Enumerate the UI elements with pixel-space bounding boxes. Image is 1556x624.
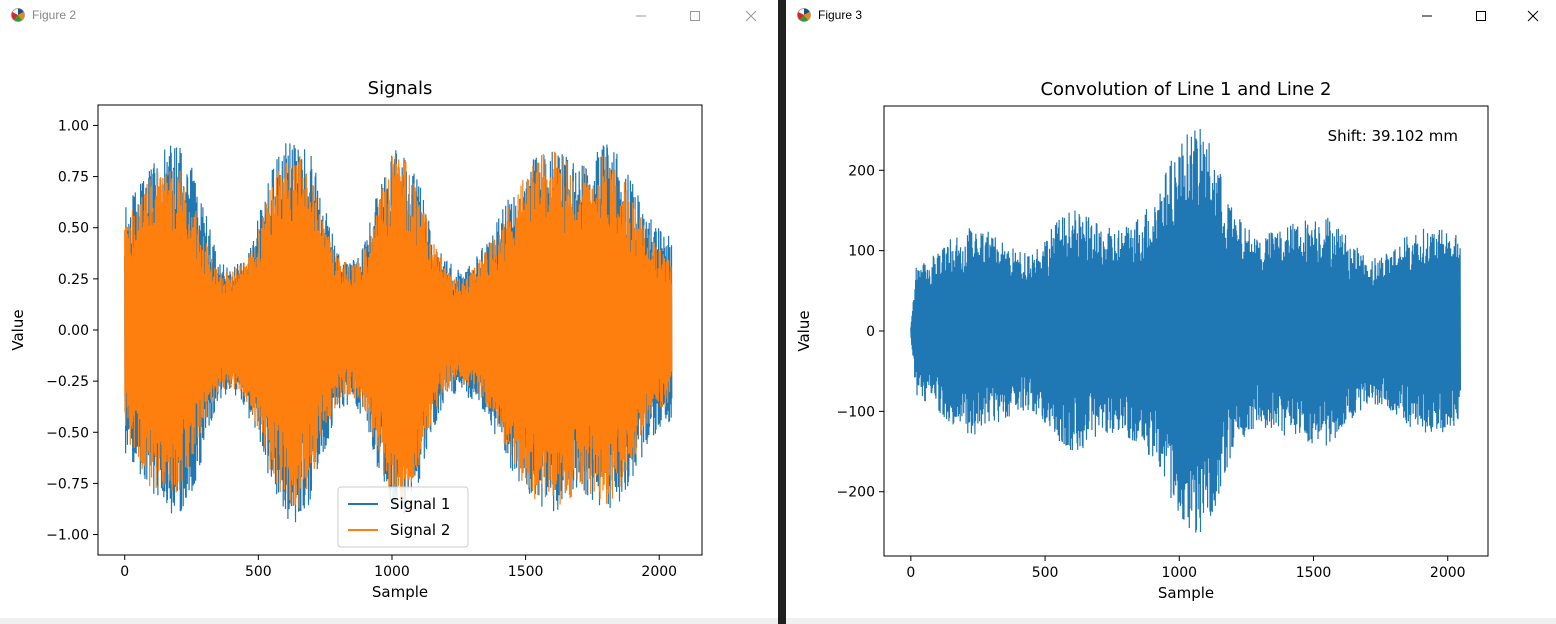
y-tick-label: 0: [866, 324, 875, 340]
series-line-2: [124, 151, 673, 509]
minimize-button[interactable]: [618, 0, 664, 32]
titlebar[interactable]: Figure 3: [786, 0, 1556, 32]
x-tick-label: 1000: [374, 564, 410, 580]
status-bar: [786, 618, 1556, 624]
y-tick-label: 1.00: [58, 118, 89, 134]
close-button[interactable]: [1510, 0, 1556, 32]
figure-2-window: Figure 2 0 500 1000 1500 2000 −1.00 −0.75 −0.50…: [0, 0, 778, 624]
y-axis-label: Value: [9, 309, 27, 350]
y-tick-label: −200: [837, 485, 875, 501]
y-tick-label: 0.25: [58, 272, 89, 288]
y-tick-label: −100: [837, 404, 875, 420]
x-tick-label: 1500: [508, 564, 544, 580]
y-tick-label: 0.50: [58, 221, 89, 237]
y-axis-label: Value: [795, 310, 813, 351]
titlebar[interactable]: Figure 2: [0, 0, 778, 32]
signals-chart: 0 500 1000 1500 2000 −1.00 −0.75 −0.50 −0.25 0.00…: [9, 78, 703, 601]
x-tick-label: 1500: [1296, 565, 1332, 581]
close-icon: [1527, 10, 1539, 22]
x-tick-label: 500: [245, 564, 272, 580]
y-tick-label: −1.00: [46, 528, 89, 544]
matplotlib-logo-icon: [797, 8, 811, 22]
shift-annotation: Shift: 39.102 mm: [1328, 127, 1458, 145]
legend: Signal 1 Signal 2: [337, 486, 469, 548]
status-bar: [0, 618, 778, 624]
legend-entry: Signal 2: [390, 521, 450, 539]
maximize-icon: [1476, 11, 1486, 21]
maximize-button[interactable]: [1458, 0, 1504, 32]
x-tick-label: 2000: [1430, 565, 1466, 581]
close-button[interactable]: [728, 0, 774, 32]
y-tick-label: −0.75: [46, 476, 89, 492]
x-tick-label: 1000: [1161, 565, 1197, 581]
matplotlib-logo-icon: [11, 8, 25, 22]
y-tick-label: −0.50: [46, 425, 89, 441]
maximize-button[interactable]: [672, 0, 718, 32]
figure-3-window: Figure 3 0 500 1000 1500 2000 −200 −100 0 100 200…: [786, 0, 1556, 624]
y-tick-label: 100: [848, 244, 875, 260]
series-line-1: [910, 128, 1461, 533]
window-title: Figure 2: [32, 8, 77, 22]
legend-entry: Signal 1: [390, 495, 450, 513]
close-icon: [745, 10, 757, 22]
window-title: Figure 3: [818, 8, 863, 22]
chart-title: Convolution of Line 1 and Line 2: [1040, 79, 1331, 100]
x-tick-label: 0: [906, 565, 915, 581]
x-axis-label: Sample: [1158, 584, 1214, 602]
convolution-chart: 0 500 1000 1500 2000 −200 −100 0 100 200 Convoluti…: [795, 79, 1489, 602]
chart-title: Signals: [368, 78, 433, 99]
maximize-icon: [690, 11, 700, 21]
x-tick-label: 0: [120, 564, 129, 580]
y-tick-label: 0.00: [58, 323, 89, 339]
y-tick-label: −0.25: [46, 374, 89, 390]
window-divider: [778, 0, 786, 624]
y-tick-label: 0.75: [58, 170, 89, 186]
x-axis-label: Sample: [372, 583, 428, 601]
minimize-icon: [636, 15, 646, 17]
minimize-icon: [1422, 15, 1432, 17]
minimize-button[interactable]: [1404, 0, 1450, 32]
legend-box: [337, 486, 469, 548]
y-tick-label: 200: [848, 163, 875, 179]
x-tick-label: 2000: [641, 564, 677, 580]
x-tick-label: 500: [1032, 565, 1059, 581]
